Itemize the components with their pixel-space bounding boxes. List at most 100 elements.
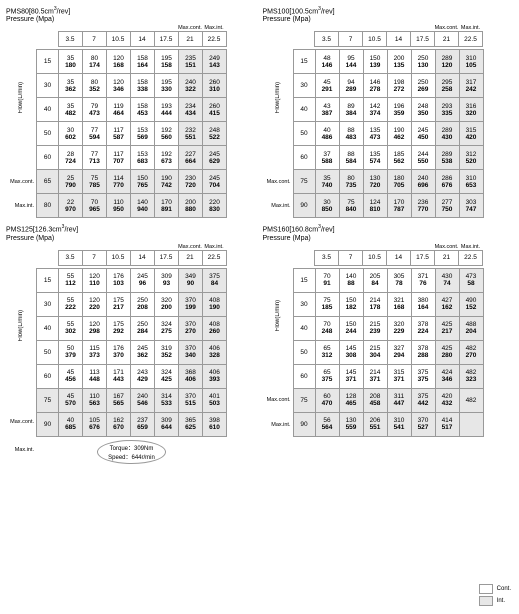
data-cell: 130559 [339,412,363,436]
data-cell: 320229 [387,316,411,340]
data-cell: 80174 [83,50,107,74]
data-cell: 80735 [339,170,363,194]
row-maxint-label: Max.int. [263,194,293,218]
pressure-col-header: 21 [178,250,202,265]
row-maxcont-label: Max.cont. [263,388,293,412]
model-title: PMS100[100.5cm3/rev] [263,6,514,15]
data-cell: 196359 [387,98,411,122]
data-cell: 120346 [107,74,131,98]
data-table: 1570911408820584305783717643074473583075… [293,268,484,437]
data-cell: 295258 [435,74,459,98]
flow-row-header: 60 [293,146,315,170]
data-cell: 43074 [435,268,459,292]
data-cell: 190742 [155,170,179,194]
data-cell: 65312 [315,340,339,364]
swatch-int [479,596,493,606]
data-cell: 35740 [315,170,339,194]
data-cell: 176103 [107,268,131,292]
data-cell: 110950 [107,194,131,218]
data-cell: 158453 [131,98,155,122]
data-cell: 192673 [155,146,179,170]
data-cell: 55222 [59,292,83,316]
data-cell: 243429 [131,364,155,388]
pressure-col-header: 10.5 [106,32,130,47]
data-cell: 482323 [459,364,483,388]
data-cell: 277750 [435,194,459,218]
data-cell: 370199 [179,292,203,316]
data-cell: 80352 [83,74,107,98]
pressure-col-header: 10.5 [363,250,387,265]
data-cell: 43387 [315,98,339,122]
data-cell: 237659 [131,412,155,436]
data-cell: 310541 [387,412,411,436]
data-cell: 158338 [131,74,155,98]
data-cell: 22970 [59,194,83,218]
data-cell: 45291 [315,74,339,98]
data-cell: 406328 [203,340,227,364]
pressure-label: Pressure (Mpa) [263,16,514,23]
flow-row-header: 90 [293,412,315,436]
data-cell: 48146 [315,50,339,74]
pressure-col-header: 3.5 [315,32,339,47]
data-table: 1548146951441501392001352501302891203101… [293,49,484,218]
data-cell: 401503 [203,388,227,412]
data-cell: 65375 [315,364,339,388]
data-cell: 488204 [459,316,483,340]
row-maxint-label: Max.int. [6,436,36,464]
flow-row-header: 50 [37,122,59,146]
pressure-col-header: 22.5 [459,250,483,265]
data-cell: 88584 [339,146,363,170]
data-cell: 245704 [203,170,227,194]
data-cell: 250284 [131,316,155,340]
data-cell: 482 [459,388,483,412]
data-cell: 35180 [59,50,83,74]
data-cell: 94289 [339,74,363,98]
data-cell: 7091 [315,268,339,292]
data-cell: 378288 [411,340,435,364]
data-cell: 316320 [459,98,483,122]
data-cell: 95144 [339,50,363,74]
data-cell: 375375 [411,364,435,388]
flow-row-header: 40 [37,98,59,122]
data-cell: 140940 [131,194,155,218]
data-cell: 60470 [315,388,339,412]
pressure-header: Max.cont.Max.int.3.5710.51417.52122.5 [36,244,227,266]
flow-row-header: 60 [37,364,59,388]
data-cell: 135473 [363,122,387,146]
flow-row-header: 60 [293,364,315,388]
data-cell: 310653 [459,170,483,194]
data-cell: 153569 [131,122,155,146]
data-cell: 235151 [179,50,203,74]
data-cell: 170787 [387,194,411,218]
pressure-header: Max.cont.Max.int.3.5710.51417.52122.5 [36,25,227,47]
data-cell: 327294 [387,340,411,364]
data-cell: 35482 [59,98,83,122]
flow-row-header: 15 [37,50,59,74]
data-cell: 482270 [459,340,483,364]
data-cell: 110563 [83,388,107,412]
data-cell: 208458 [363,388,387,412]
data-cell: 317242 [459,74,483,98]
pressure-col-header: 3.5 [58,32,82,47]
data-cell: 192560 [155,122,179,146]
flow-row-header: 50 [293,340,315,364]
data-cell: 56564 [315,412,339,436]
data-cell: 303747 [459,194,483,218]
pressure-col-header: 10.5 [106,250,130,265]
data-cell: 200880 [179,194,203,218]
data-cell: 311447 [387,388,411,412]
data-cell: 370515 [179,388,203,412]
data-cell: 245629 [203,146,227,170]
data-cell: 230720 [179,170,203,194]
data-cell: 490152 [459,292,483,316]
data-cell: 150765 [131,170,155,194]
model-title: PMS125[126.3cm3/rev] [6,224,257,233]
data-cell: 79473 [83,98,107,122]
model-title: PMS80[80.5cm3/rev] [6,6,257,15]
pressure-label: Pressure (Mpa) [263,235,514,242]
flow-row-header: 80 [37,194,59,218]
data-cell: 215304 [363,340,387,364]
data-cell: 70248 [315,316,339,340]
data-cell: 193444 [155,98,179,122]
data-cell: 75840 [339,194,363,218]
